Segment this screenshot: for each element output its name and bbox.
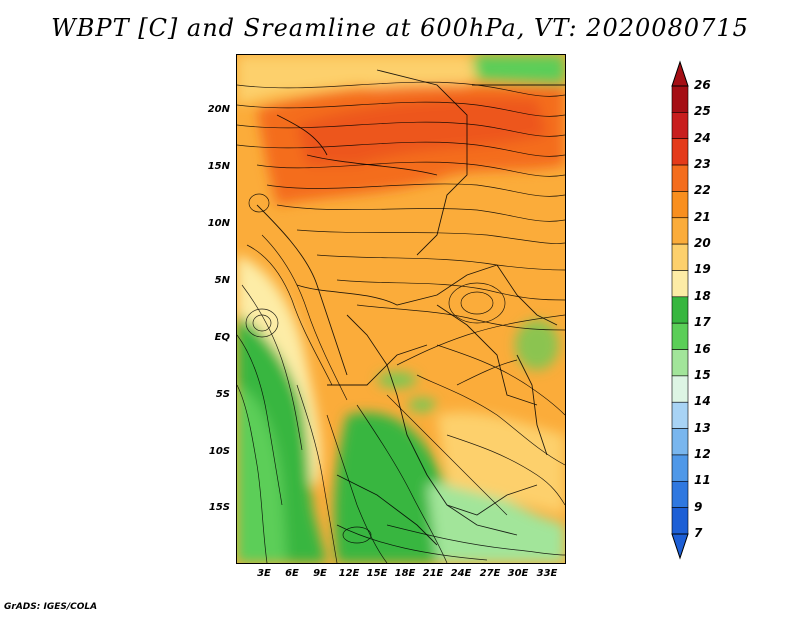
colorbar-segment (671, 375, 689, 403)
footer-credit: GrADS: IGES/COLA (4, 602, 98, 612)
y-tick-eq: EQ (214, 332, 230, 343)
x-tick-15e: 15E (366, 568, 388, 579)
colorbar-label: 9 (694, 499, 703, 514)
colorbar-label: 20 (694, 236, 711, 251)
colorbar-segment (671, 480, 689, 508)
field-lake-green (515, 320, 559, 370)
y-tick-15n: 15N (207, 161, 230, 172)
colorbar-segment (671, 428, 689, 456)
colorbar-label: 12 (694, 446, 711, 461)
colorbar-label: 19 (694, 262, 711, 277)
field-central-green-2 (408, 398, 436, 412)
x-tick-12e: 12E (338, 568, 360, 579)
x-tick-18e: 18E (394, 568, 416, 579)
colorbar-label: 16 (694, 341, 711, 356)
colorbar-label: 13 (694, 420, 711, 435)
colorbar-label: 21 (694, 209, 711, 224)
colorbar-segment (671, 296, 689, 324)
field-hot-core (297, 98, 547, 165)
colorbar (671, 60, 689, 560)
colorbar-segment (671, 454, 689, 482)
colorbar-top-arrow (671, 60, 689, 87)
field-se-pale (427, 482, 565, 563)
y-tick-15s: 15S (208, 502, 230, 513)
colorbar-segment (671, 217, 689, 245)
colorbar-segment (671, 112, 689, 140)
colorbar-label: 22 (694, 183, 711, 198)
colorbar-label: 23 (694, 157, 711, 172)
colorbar-label: 7 (694, 526, 703, 540)
colorbar-label: 26 (694, 78, 711, 92)
x-tick-24e: 24E (450, 568, 472, 579)
y-tick-5n: 5N (214, 275, 230, 286)
y-tick-10n: 10N (207, 218, 230, 229)
field-ne-green (472, 55, 565, 85)
field-central-green (377, 372, 417, 388)
field-ocean-green-light (237, 385, 287, 563)
colorbar-bottom-arrow (671, 533, 689, 560)
x-tick-33e: 33E (536, 568, 558, 579)
colorbar-segment (671, 401, 689, 429)
field-se-yellow (437, 412, 565, 515)
colorbar-segment (671, 507, 689, 535)
x-tick-6e: 6E (285, 568, 299, 579)
streamlines (237, 81, 565, 563)
y-tick-10s: 10S (208, 446, 230, 457)
x-tick-9e: 9E (313, 568, 327, 579)
colorbar-segment (671, 322, 689, 350)
map-panel (236, 54, 566, 564)
x-tick-21e: 21E (422, 568, 444, 579)
wbpt-field (237, 55, 565, 563)
colorbar-label: 11 (694, 473, 711, 488)
colorbar-label: 15 (694, 367, 711, 382)
colorbar-label: 17 (694, 315, 711, 330)
x-tick-30e: 30E (507, 568, 529, 579)
colorbar-segment (671, 164, 689, 192)
colorbar-label: 14 (694, 394, 711, 409)
colorbar-segments (671, 85, 689, 535)
colorbar-label: 18 (694, 288, 711, 303)
colorbar-segment (671, 243, 689, 271)
colorbar-label: 24 (694, 130, 711, 145)
y-tick-5s: 5S (215, 389, 230, 400)
colorbar-label: 25 (694, 104, 711, 119)
y-tick-20n: 20N (207, 104, 230, 115)
x-tick-27e: 27E (479, 568, 501, 579)
colorbar-segment (671, 191, 689, 219)
colorbar-segment (671, 349, 689, 377)
colorbar-segment (671, 85, 689, 113)
x-tick-3e: 3E (257, 568, 271, 579)
country-borders (256, 69, 565, 546)
colorbar-segment (671, 138, 689, 166)
map-title: WBPT [C] and Sreamline at 600hPa, VT: 20… (51, 14, 749, 42)
colorbar-segment (671, 270, 689, 298)
